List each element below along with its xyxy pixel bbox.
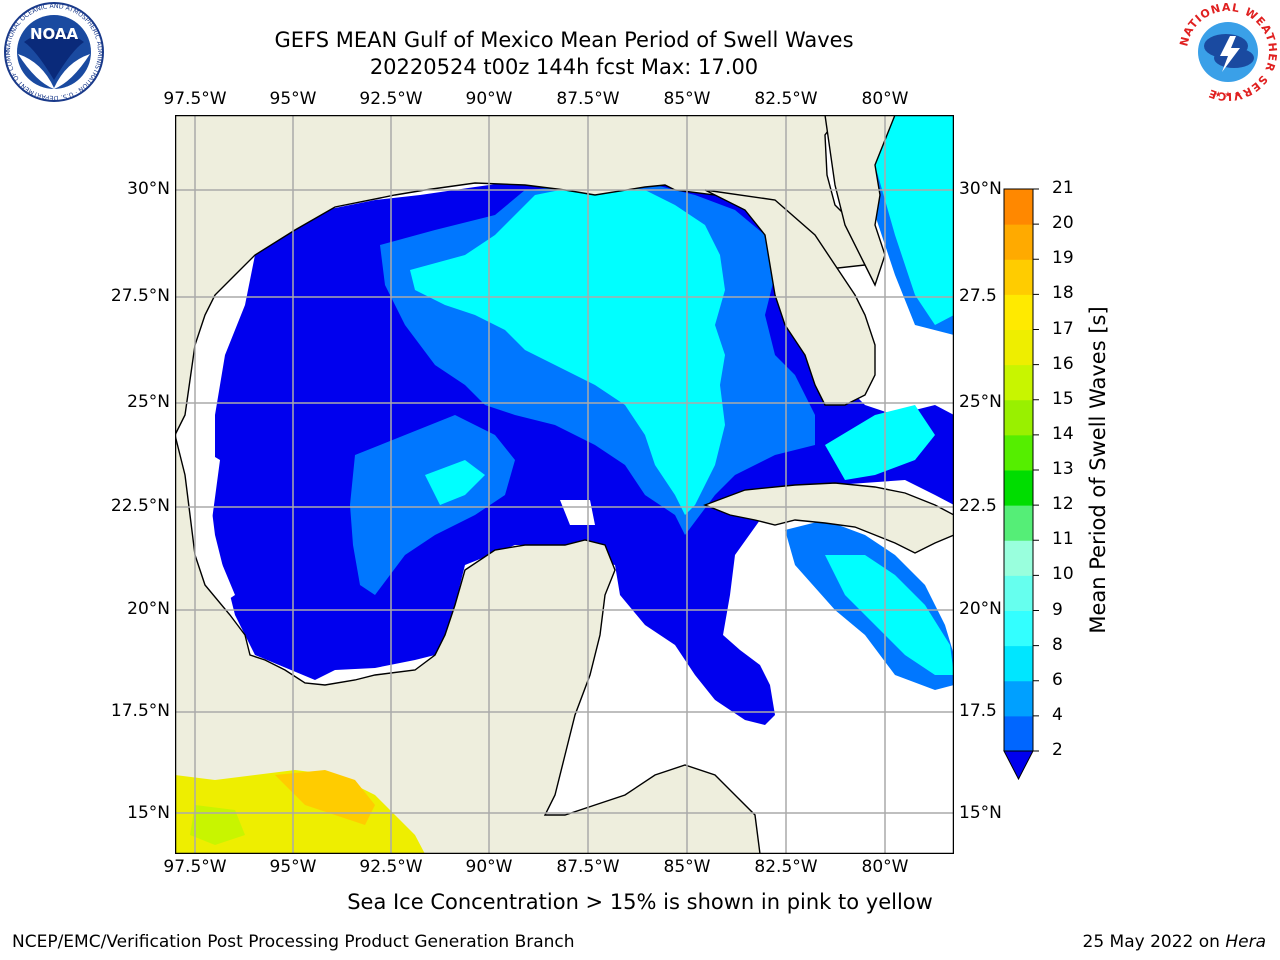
map-title: GEFS MEAN Gulf of Mexico Mean Period of … xyxy=(274,28,854,52)
svg-text:★ ★ ★: ★ ★ ★ xyxy=(1215,90,1242,99)
lon-label: 80°W xyxy=(861,857,909,877)
lon-label: 82.5°W xyxy=(754,857,818,877)
colorbar-tick-label: 18 xyxy=(1052,283,1074,304)
colorbar-tick-label: 4 xyxy=(1052,704,1063,725)
colorbar-segment xyxy=(1004,294,1033,330)
lat-label: 30°N xyxy=(959,179,1002,199)
sea-ice-region xyxy=(175,770,425,854)
lon-label: 95°W xyxy=(269,89,317,109)
colorbar-segment xyxy=(1004,715,1033,752)
colorbar-segment xyxy=(1004,470,1033,506)
colorbar-tick-label: 21 xyxy=(1052,178,1074,198)
lat-label: 27.5°N xyxy=(110,286,170,306)
sea-ice-caption: Sea Ice Concentration > 15% is shown in … xyxy=(347,890,933,914)
lat-label: 15°N xyxy=(959,803,1002,823)
swell-period-map xyxy=(175,115,954,854)
host-name: Hera xyxy=(1225,932,1266,952)
map-subtitle: 20220524 t00z 144h fcst Max: 17.00 xyxy=(369,55,759,79)
lat-label: 30°N xyxy=(127,179,170,199)
lat-label: 20°N xyxy=(959,599,1002,619)
colorbar-tick-label: 8 xyxy=(1052,634,1063,655)
colorbar-tick-label: 15 xyxy=(1052,388,1074,409)
colorbar-tick-label: 6 xyxy=(1052,669,1063,690)
colorbar-segment xyxy=(1004,364,1033,401)
colorbar-segment xyxy=(1004,680,1033,717)
graticule xyxy=(175,115,954,854)
colorbar-tick-label: 16 xyxy=(1052,353,1074,374)
lat-label: 22.5°N xyxy=(110,496,170,516)
lat-label: 22.5 xyxy=(959,496,997,516)
lon-label: 92.5°W xyxy=(359,89,423,109)
lon-label: 87.5°W xyxy=(556,857,620,877)
colorbar-tick-label: 12 xyxy=(1052,494,1074,515)
colorbar-tick-label: 13 xyxy=(1052,459,1074,479)
colorbar-tick-label: 10 xyxy=(1052,564,1074,585)
lon-label: 90°W xyxy=(465,89,513,109)
lon-label: 82.5°W xyxy=(754,89,818,109)
colorbar-segment xyxy=(1004,189,1033,225)
lon-label: 87.5°W xyxy=(556,89,620,109)
colorbar-segment xyxy=(1004,645,1033,682)
lon-label: 95°W xyxy=(269,857,317,877)
lat-label: 17.5°N xyxy=(110,701,170,721)
svg-text:NOAA: NOAA xyxy=(30,25,79,43)
colorbar-segment xyxy=(1004,575,1033,611)
lat-label: 25°N xyxy=(127,392,170,412)
colorbar-tick-label: 17 xyxy=(1052,318,1074,339)
lat-label: 20°N xyxy=(127,599,170,619)
colorbar-tick-label: 11 xyxy=(1052,529,1074,550)
lon-label: 85°W xyxy=(663,857,711,877)
run-date: 25 May 2022 on Hera xyxy=(1083,932,1267,952)
colorbar-tick-label: 14 xyxy=(1052,423,1074,444)
lat-label: 15°N xyxy=(127,803,170,823)
colorbar-tick-label: 19 xyxy=(1052,248,1074,269)
colorbar-under-arrow xyxy=(1003,750,1034,781)
lon-label: 85°W xyxy=(663,89,711,109)
nws-logo-icon: NATIONAL WEATHER SERVICE ★ ★ ★ xyxy=(1177,1,1278,102)
colorbar-tick-label: 20 xyxy=(1052,213,1074,234)
credit-text: NCEP/EMC/Verification Post Processing Pr… xyxy=(12,932,575,952)
mexico-coastline xyxy=(175,434,761,854)
colorbar-tick-label: 2 xyxy=(1052,740,1063,760)
lon-label: 80°W xyxy=(861,89,909,109)
lon-label: 97.5°W xyxy=(163,89,227,109)
colorbar-title: Mean Period of Swell Waves [s] xyxy=(1086,306,1110,634)
run-date-text: 25 May 2022 on xyxy=(1082,932,1220,952)
colorbar-segment xyxy=(1004,329,1033,366)
lat-label: 25°N xyxy=(959,392,1002,412)
gulf-low-period-region xyxy=(205,180,954,725)
colorbar-tick-label: 9 xyxy=(1052,599,1063,620)
colorbar-segment xyxy=(1004,259,1033,295)
colorbar-segment xyxy=(1004,610,1033,647)
lon-label: 90°W xyxy=(465,857,513,877)
noaa-logo-icon: NATIONAL OCEANIC AND ATMOSPHERIC ADMINIS… xyxy=(2,2,104,102)
colorbar-segment xyxy=(1004,505,1033,541)
colorbar xyxy=(1003,188,1039,781)
colorbar-segment xyxy=(1004,540,1033,576)
lon-label: 97.5°W xyxy=(163,857,227,877)
colorbar-segment xyxy=(1004,399,1033,436)
cuba xyxy=(703,482,954,554)
colorbar-segment xyxy=(1004,224,1033,260)
lon-label: 92.5°W xyxy=(359,857,423,877)
colorbar-segment xyxy=(1004,434,1033,471)
us-coastline xyxy=(175,115,954,436)
lat-label: 27.5 xyxy=(959,286,997,306)
lat-label: 17.5 xyxy=(959,701,997,721)
